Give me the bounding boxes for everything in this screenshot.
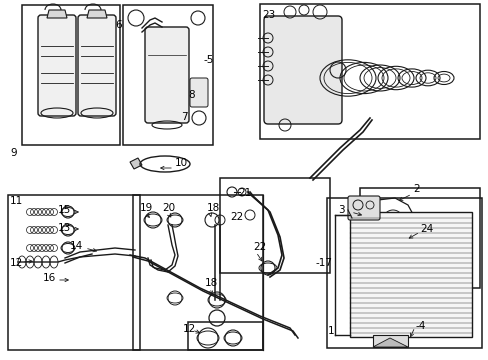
- Text: 22: 22: [252, 242, 265, 252]
- FancyBboxPatch shape: [264, 16, 341, 124]
- Bar: [359, 188, 479, 288]
- FancyBboxPatch shape: [145, 27, 189, 123]
- Text: -5: -5: [203, 55, 213, 65]
- Polygon shape: [87, 10, 107, 18]
- Text: 6: 6: [115, 20, 122, 30]
- Text: 18: 18: [206, 203, 220, 213]
- Text: 16: 16: [43, 273, 56, 283]
- Bar: [187, 322, 263, 350]
- Polygon shape: [372, 338, 407, 347]
- Bar: [220, 178, 329, 273]
- Bar: [326, 198, 481, 348]
- Text: 15: 15: [58, 205, 71, 215]
- Polygon shape: [47, 10, 67, 18]
- Text: 22: 22: [229, 212, 243, 222]
- Text: 3: 3: [337, 205, 344, 215]
- FancyBboxPatch shape: [38, 15, 76, 116]
- Text: 7: 7: [181, 112, 187, 122]
- Text: 8: 8: [187, 90, 194, 100]
- Bar: [372, 335, 407, 347]
- Bar: [349, 212, 471, 337]
- Text: 21: 21: [238, 188, 251, 198]
- Text: -17: -17: [315, 258, 332, 268]
- Text: 11: 11: [10, 196, 23, 206]
- Text: 13: 13: [58, 223, 71, 233]
- Text: 9: 9: [10, 148, 17, 158]
- Text: 10: 10: [175, 158, 188, 168]
- Text: 12: 12: [10, 258, 23, 268]
- Bar: [22, 5, 120, 145]
- Text: 18: 18: [204, 278, 218, 288]
- FancyBboxPatch shape: [78, 15, 116, 116]
- Text: 2: 2: [412, 184, 419, 194]
- Text: 14: 14: [70, 241, 83, 251]
- Text: 1: 1: [327, 326, 334, 336]
- Text: -4: -4: [415, 321, 426, 331]
- FancyBboxPatch shape: [190, 78, 207, 107]
- Text: 20: 20: [162, 203, 175, 213]
- Text: 24: 24: [419, 224, 432, 234]
- Text: 12: 12: [183, 324, 196, 334]
- Bar: [123, 5, 213, 145]
- Bar: [260, 4, 479, 139]
- FancyBboxPatch shape: [347, 196, 379, 220]
- Text: 19: 19: [140, 203, 153, 213]
- Bar: [133, 195, 263, 350]
- Polygon shape: [130, 158, 142, 169]
- Bar: [8, 195, 140, 350]
- Text: 23: 23: [262, 10, 275, 20]
